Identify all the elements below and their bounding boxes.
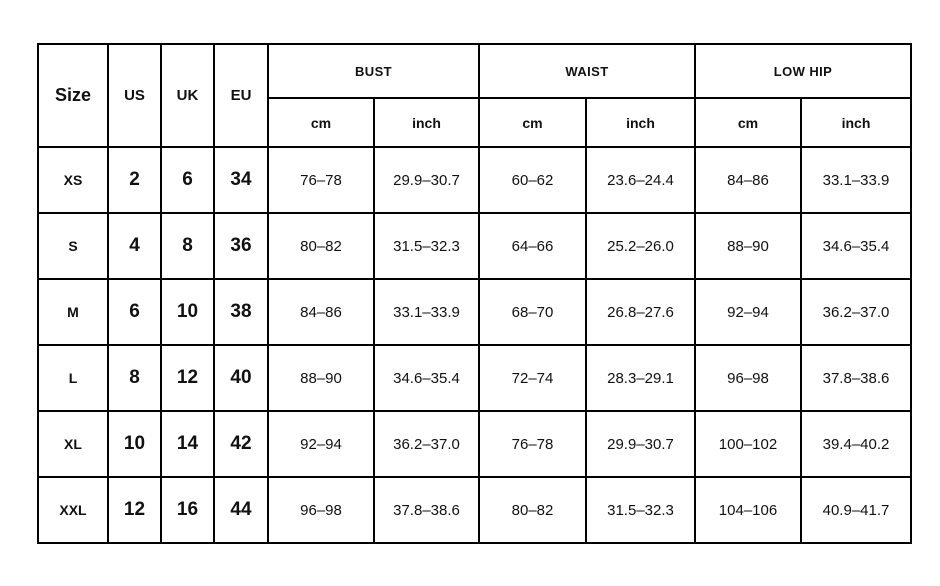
group-header-waist: WAIST: [478, 43, 696, 99]
col-header-uk: UK: [160, 43, 215, 148]
low-hip-cm-value: 84–86: [694, 146, 802, 214]
bust-inch-value: 31.5–32.3: [373, 212, 480, 280]
size-label: M: [37, 278, 109, 346]
us-size-value: 4: [107, 212, 162, 280]
waist-cm-value: 80–82: [478, 476, 587, 544]
col-header-us: US: [107, 43, 162, 148]
size-chart: Size US UK EU BUST WAIST LOW HIP cm inch…: [37, 43, 912, 544]
group-header-low-hip: LOW HIP: [694, 43, 912, 99]
bust-cm-value: 96–98: [267, 476, 375, 544]
bust-cm-value: 92–94: [267, 410, 375, 478]
eu-size-value: 36: [213, 212, 269, 280]
waist-inch-value: 25.2–26.0: [585, 212, 696, 280]
uk-size-value: 8: [160, 212, 215, 280]
table-row: XXL 12 16 44 96–98 37.8–38.6 80–82 31.5–…: [37, 476, 912, 544]
bust-inch-value: 36.2–37.0: [373, 410, 480, 478]
table-row: M 6 10 38 84–86 33.1–33.9 68–70 26.8–27.…: [37, 278, 912, 346]
low-hip-cm-value: 104–106: [694, 476, 802, 544]
col-header-size: Size: [37, 43, 109, 148]
size-label: XL: [37, 410, 109, 478]
bust-cm-value: 88–90: [267, 344, 375, 412]
us-size-value: 12: [107, 476, 162, 544]
low-hip-inch-value: 34.6–35.4: [800, 212, 912, 280]
unit-header-waist-inch: inch: [585, 97, 696, 148]
size-label: S: [37, 212, 109, 280]
low-hip-inch-value: 33.1–33.9: [800, 146, 912, 214]
table-row: XL 10 14 42 92–94 36.2–37.0 76–78 29.9–3…: [37, 410, 912, 478]
eu-size-value: 42: [213, 410, 269, 478]
group-header-bust: BUST: [267, 43, 480, 99]
waist-inch-value: 29.9–30.7: [585, 410, 696, 478]
size-label: L: [37, 344, 109, 412]
low-hip-inch-value: 36.2–37.0: [800, 278, 912, 346]
bust-inch-value: 29.9–30.7: [373, 146, 480, 214]
eu-size-value: 44: [213, 476, 269, 544]
uk-size-value: 14: [160, 410, 215, 478]
unit-header-low-hip-inch: inch: [800, 97, 912, 148]
low-hip-cm-value: 100–102: [694, 410, 802, 478]
us-size-value: 8: [107, 344, 162, 412]
unit-header-waist-cm: cm: [478, 97, 587, 148]
waist-inch-value: 31.5–32.3: [585, 476, 696, 544]
low-hip-inch-value: 39.4–40.2: [800, 410, 912, 478]
waist-cm-value: 72–74: [478, 344, 587, 412]
eu-size-value: 38: [213, 278, 269, 346]
eu-size-value: 34: [213, 146, 269, 214]
uk-size-value: 10: [160, 278, 215, 346]
low-hip-inch-value: 37.8–38.6: [800, 344, 912, 412]
uk-size-value: 16: [160, 476, 215, 544]
bust-inch-value: 34.6–35.4: [373, 344, 480, 412]
eu-size-value: 40: [213, 344, 269, 412]
low-hip-cm-value: 92–94: [694, 278, 802, 346]
uk-size-value: 12: [160, 344, 215, 412]
size-label: XXL: [37, 476, 109, 544]
waist-cm-value: 60–62: [478, 146, 587, 214]
bust-cm-value: 76–78: [267, 146, 375, 214]
unit-header-bust-inch: inch: [373, 97, 480, 148]
col-header-eu: EU: [213, 43, 269, 148]
waist-inch-value: 28.3–29.1: [585, 344, 696, 412]
size-chart-body: XS 2 6 34 76–78 29.9–30.7 60–62 23.6–24.…: [37, 146, 912, 544]
low-hip-inch-value: 40.9–41.7: [800, 476, 912, 544]
us-size-value: 2: [107, 146, 162, 214]
bust-cm-value: 80–82: [267, 212, 375, 280]
bust-cm-value: 84–86: [267, 278, 375, 346]
size-chart-table: Size US UK EU BUST WAIST LOW HIP cm inch…: [37, 43, 912, 544]
unit-header-low-hip-cm: cm: [694, 97, 802, 148]
size-label: XS: [37, 146, 109, 214]
bust-inch-value: 33.1–33.9: [373, 278, 480, 346]
waist-inch-value: 26.8–27.6: [585, 278, 696, 346]
waist-cm-value: 64–66: [478, 212, 587, 280]
us-size-value: 6: [107, 278, 162, 346]
bust-inch-value: 37.8–38.6: [373, 476, 480, 544]
waist-inch-value: 23.6–24.4: [585, 146, 696, 214]
table-row: S 4 8 36 80–82 31.5–32.3 64–66 25.2–26.0…: [37, 212, 912, 280]
uk-size-value: 6: [160, 146, 215, 214]
low-hip-cm-value: 88–90: [694, 212, 802, 280]
low-hip-cm-value: 96–98: [694, 344, 802, 412]
table-row: L 8 12 40 88–90 34.6–35.4 72–74 28.3–29.…: [37, 344, 912, 412]
waist-cm-value: 76–78: [478, 410, 587, 478]
waist-cm-value: 68–70: [478, 278, 587, 346]
us-size-value: 10: [107, 410, 162, 478]
table-row: XS 2 6 34 76–78 29.9–30.7 60–62 23.6–24.…: [37, 146, 912, 214]
unit-header-bust-cm: cm: [267, 97, 375, 148]
